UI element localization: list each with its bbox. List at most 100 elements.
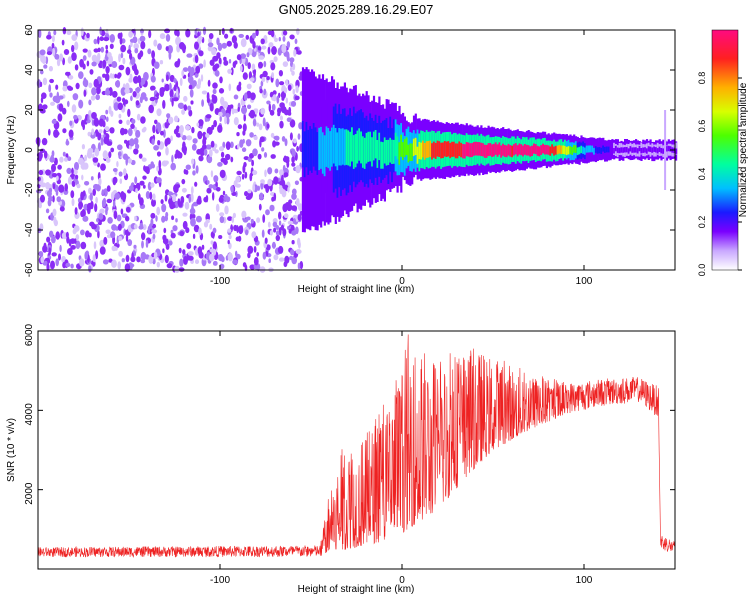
noise-cell [75, 174, 79, 180]
signal-cell [327, 128, 330, 169]
noise-cell [239, 65, 243, 72]
noise-cell [82, 123, 85, 131]
signal-cell [664, 110, 667, 190]
noise-cell [57, 164, 62, 170]
noise-cell [256, 252, 260, 257]
noise-cell [273, 176, 279, 185]
noise-cell [282, 61, 289, 67]
signal-cell [456, 143, 459, 159]
noise-cell [218, 196, 224, 203]
signal-cell [427, 141, 430, 158]
signal-cell [518, 143, 521, 155]
noise-cell [172, 194, 177, 203]
noise-cell [112, 168, 118, 172]
noise-cell [118, 53, 121, 63]
signal-cell [349, 131, 352, 167]
noise-cell [291, 188, 297, 196]
noise-cell [263, 60, 267, 68]
noise-cell [49, 78, 54, 84]
noise-cell [137, 193, 141, 201]
noise-cell [39, 108, 46, 114]
noise-cell [120, 208, 124, 215]
noise-cell [159, 60, 164, 65]
noise-cell [154, 119, 158, 125]
noise-cell [94, 147, 100, 157]
noise-cell [216, 187, 221, 192]
noise-cell [50, 101, 55, 106]
noise-cell [163, 129, 166, 138]
noise-cell [98, 129, 103, 134]
noise-cell [289, 34, 295, 40]
noise-cell [72, 93, 79, 101]
noise-cell [291, 162, 296, 167]
noise-cell [172, 225, 178, 232]
noise-cell [124, 139, 128, 144]
noise-cell [227, 216, 233, 222]
signal-cell [529, 146, 532, 157]
noise-cell [89, 69, 94, 75]
noise-cell [206, 126, 213, 135]
noise-cell [133, 244, 137, 249]
noise-cell [75, 234, 80, 241]
noise-cell [259, 192, 264, 201]
snr-ticks: -100 0 100 2000 4000 6000 [24, 323, 675, 586]
noise-cell [292, 88, 296, 95]
noise-cell [116, 161, 119, 168]
noise-cell [248, 71, 252, 80]
noise-cell [291, 156, 295, 164]
noise-cell [239, 139, 244, 148]
noise-cell [186, 53, 193, 58]
noise-cell [104, 73, 110, 82]
signal-cell [471, 143, 474, 157]
noise-cell [175, 36, 181, 46]
noise-cell [246, 83, 252, 90]
signal-cell [614, 145, 618, 152]
noise-cell [299, 261, 304, 270]
noise-cell [296, 145, 299, 152]
noise-cell [62, 151, 66, 157]
noise-cell [196, 122, 200, 127]
noise-cell [225, 153, 231, 161]
noise-cell [135, 143, 140, 150]
signal-cell [480, 142, 483, 157]
signal-cell [589, 145, 592, 153]
signal-cell [331, 127, 334, 167]
noise-cell [132, 36, 138, 44]
noise-cell [149, 96, 156, 102]
noise-cell [90, 95, 96, 101]
noise-cell [187, 251, 194, 256]
noise-cell [126, 119, 130, 126]
noise-cell [275, 78, 280, 88]
noise-cell [97, 142, 101, 152]
noise-cell [219, 169, 226, 179]
noise-cell [67, 56, 72, 64]
noise-cell [111, 73, 115, 79]
noise-cell [51, 119, 57, 125]
noise-cell [191, 143, 197, 151]
noise-cell [92, 188, 96, 196]
noise-cell [286, 41, 291, 49]
colorbar-tick-label: 0.8 [697, 72, 707, 85]
noise-cell [212, 82, 218, 89]
noise-cell [191, 158, 195, 165]
noise-cell [140, 80, 144, 87]
noise-cell [120, 44, 127, 53]
noise-cell [251, 159, 255, 167]
noise-cell [290, 249, 295, 256]
noise-cell [216, 52, 221, 59]
noise-cell [227, 228, 232, 233]
noise-cell [282, 30, 288, 36]
noise-cell [91, 61, 97, 67]
noise-cell [190, 193, 194, 203]
noise-cell [170, 135, 173, 142]
signal-cell [363, 137, 366, 169]
noise-cell [169, 88, 174, 98]
noise-cell [269, 230, 273, 236]
noise-cell [201, 244, 205, 250]
noise-cell [164, 138, 169, 147]
signal-cell [514, 143, 517, 155]
noise-cell [175, 218, 178, 223]
noise-cell [150, 218, 154, 227]
noise-cell [152, 233, 156, 240]
noise-cell [201, 99, 205, 107]
